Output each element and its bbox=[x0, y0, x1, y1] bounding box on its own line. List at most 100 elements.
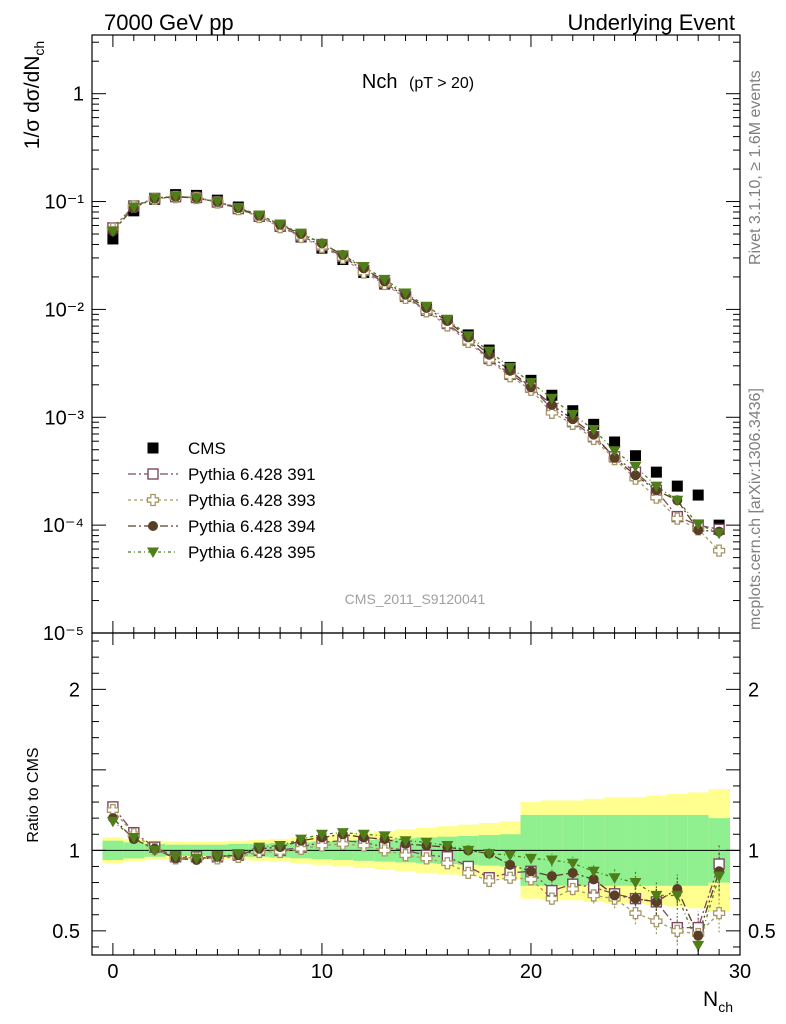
ratio-series-point bbox=[462, 866, 475, 880]
ratio-series-point bbox=[190, 853, 203, 865]
x-tick-label: 20 bbox=[520, 961, 542, 983]
ratio-series-point bbox=[587, 866, 600, 878]
cms-data-point bbox=[107, 233, 119, 245]
main-series-point bbox=[671, 512, 684, 525]
ratio-series-point bbox=[630, 893, 641, 904]
ratio-series-point bbox=[253, 842, 266, 854]
x-tick-label: 10 bbox=[311, 961, 333, 983]
cms-data-point bbox=[692, 489, 704, 501]
main-y-tick-label: 1 bbox=[73, 84, 84, 106]
legend-marker bbox=[147, 547, 159, 558]
ratio-series-point bbox=[127, 832, 140, 844]
ratio-series-point bbox=[671, 924, 684, 937]
header-collision-label: 7000 GeV pp bbox=[104, 10, 234, 35]
main-series-point bbox=[650, 491, 663, 504]
main-series-point bbox=[608, 446, 621, 457]
ratio-series-point bbox=[546, 871, 557, 882]
main-panel-series bbox=[106, 189, 726, 557]
ratio-series-point bbox=[295, 834, 308, 846]
ratio-series-point bbox=[524, 873, 538, 886]
ratio-series-point bbox=[693, 930, 704, 941]
ratio-y-tick-label-left: 0.5 bbox=[52, 921, 80, 943]
main-series-point bbox=[629, 461, 642, 473]
main-y-axis-label: 1/σ dσ/dNch bbox=[21, 41, 47, 149]
legend-label: Pythia 6.428 395 bbox=[188, 543, 316, 562]
ratio-series-point bbox=[567, 867, 578, 878]
main-series-point bbox=[274, 219, 287, 230]
legend-marker bbox=[147, 468, 159, 480]
main-series-point bbox=[504, 362, 517, 374]
ratio-series-point bbox=[650, 915, 663, 928]
main-series-point bbox=[650, 481, 663, 493]
ratio-series-point bbox=[148, 845, 161, 857]
ratio-series-point bbox=[378, 831, 391, 842]
main-series-point bbox=[336, 250, 349, 261]
ratio-series-point bbox=[692, 940, 705, 952]
ratio-series-point bbox=[629, 906, 642, 920]
cms-data-point bbox=[609, 436, 621, 448]
rivet-version-text: Rivet 3.1.10, ≥ 1.6M events bbox=[747, 70, 764, 265]
main-series-point bbox=[441, 314, 454, 326]
ratio-series-point bbox=[106, 816, 119, 828]
ratio-series-point bbox=[274, 841, 287, 852]
main-series-point bbox=[483, 346, 496, 358]
ratio-series-point bbox=[232, 849, 245, 860]
plot-title: Nch (pT > 20) bbox=[362, 71, 474, 93]
legend-label: CMS bbox=[188, 439, 226, 458]
ratio-series-point bbox=[441, 841, 454, 852]
plot-title-sub: (pT > 20) bbox=[409, 75, 474, 92]
plot-title-main: Nch bbox=[362, 71, 398, 93]
ratio-series-point bbox=[629, 878, 642, 889]
ratio-series-point bbox=[211, 852, 224, 863]
main-series-point bbox=[357, 261, 370, 273]
ratio-series-point bbox=[441, 857, 454, 870]
main-series-point bbox=[712, 544, 726, 557]
main-series-point bbox=[148, 193, 161, 204]
ratio-series-point bbox=[420, 852, 433, 865]
main-series-point bbox=[713, 528, 726, 540]
main-series-point bbox=[378, 274, 391, 286]
main-series-point bbox=[609, 452, 620, 463]
main-series-point bbox=[566, 410, 579, 421]
ratio-series-point bbox=[505, 859, 516, 870]
ratio-series-point bbox=[336, 837, 349, 851]
main-y-tick-label: 10⁻² bbox=[45, 299, 85, 321]
main-series-point bbox=[106, 226, 119, 238]
legend-label: Pythia 6.428 391 bbox=[188, 465, 316, 484]
main-series-point bbox=[169, 191, 182, 203]
ratio-series-point bbox=[671, 890, 684, 902]
main-y-tick-label: 10⁻⁴ bbox=[43, 515, 84, 537]
ratio-series-point bbox=[545, 892, 559, 905]
ratio-series-point bbox=[712, 906, 726, 920]
main-y-tick-label: 10⁻⁵ bbox=[43, 623, 84, 645]
main-series-point bbox=[545, 406, 559, 419]
ratio-series-point bbox=[399, 849, 412, 862]
main-series-point bbox=[630, 470, 641, 481]
main-series-point bbox=[545, 393, 558, 405]
ratio-y-tick-label-left: 1 bbox=[69, 840, 80, 862]
main-series-point bbox=[190, 193, 203, 204]
main-series-point bbox=[295, 228, 308, 240]
ratio-series-point bbox=[608, 873, 621, 884]
cms-data-point bbox=[588, 418, 600, 430]
ratio-series-point bbox=[483, 874, 496, 888]
ratio-series-point bbox=[504, 850, 517, 862]
cms-data-point bbox=[671, 480, 683, 492]
legend: CMS Pythia 6.428 391 Pythia 6.428 393 Pythi… bbox=[128, 439, 316, 562]
ratio-series-point bbox=[525, 866, 536, 877]
header-analysis-label: Underlying Event bbox=[567, 10, 735, 35]
ratio-series-point bbox=[315, 839, 329, 852]
legend-marker bbox=[148, 521, 158, 531]
x-tick-label: 30 bbox=[729, 961, 751, 983]
x-axis-label: Nch bbox=[703, 988, 733, 1015]
cms-data-point bbox=[629, 450, 641, 462]
ratio-series-point bbox=[713, 871, 726, 883]
ratio-series-point bbox=[420, 837, 433, 849]
main-series-point bbox=[671, 495, 684, 507]
ratio-series-point bbox=[336, 828, 349, 839]
ratio-panel-series bbox=[106, 801, 726, 955]
svg-text:1/σ dσ/dNch: 1/σ dσ/dNch bbox=[21, 41, 47, 149]
ratio-y-tick-label-right: 2 bbox=[748, 679, 759, 701]
ratio-series-point bbox=[566, 882, 579, 896]
